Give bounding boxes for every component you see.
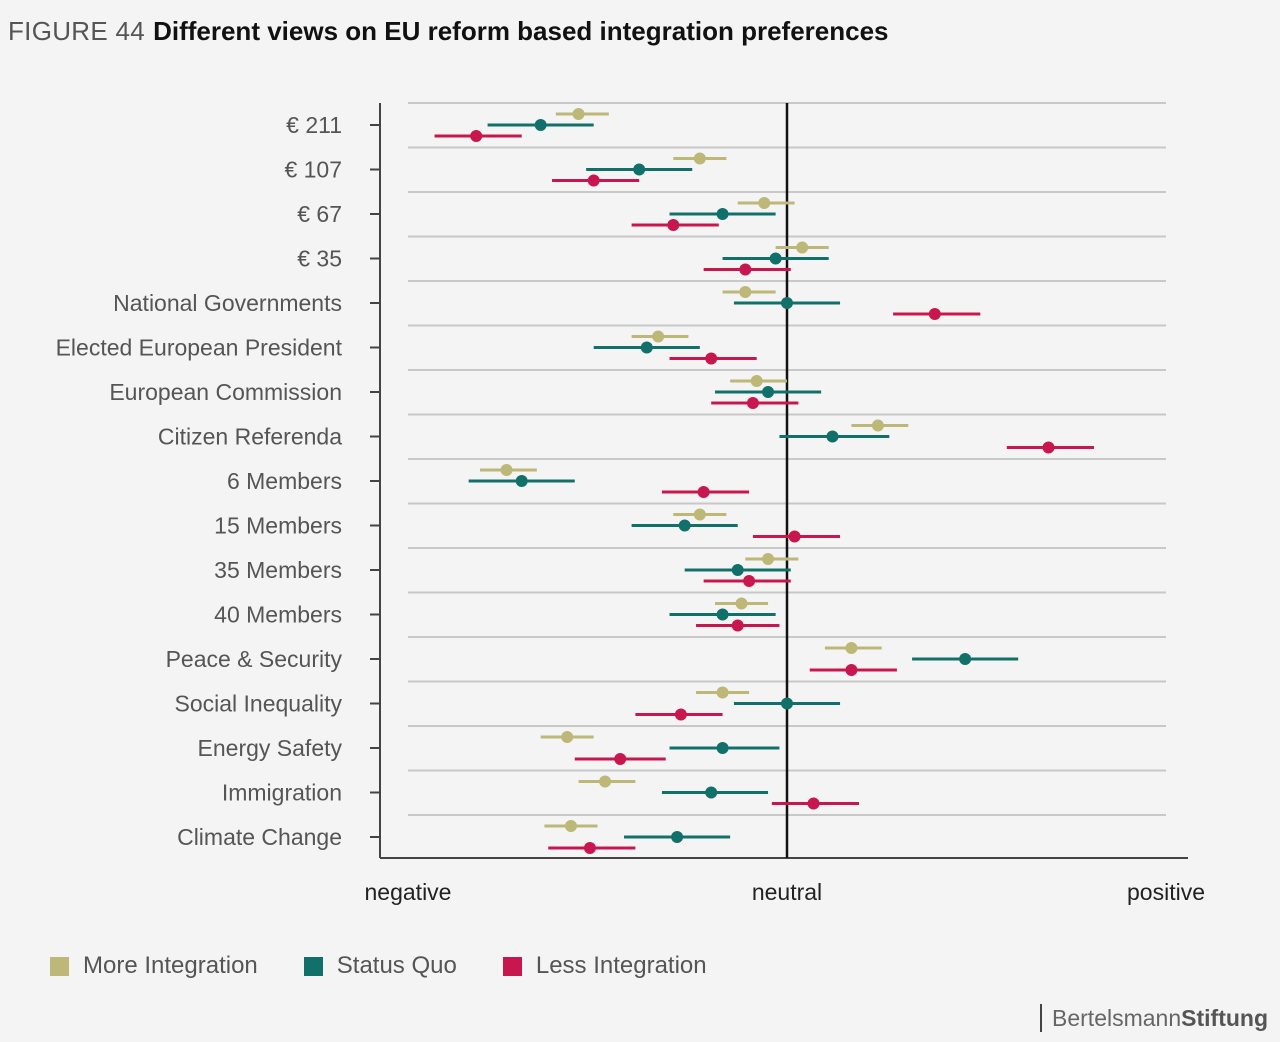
point-status-quo-eur-35 [769, 252, 782, 265]
point-status-quo-6-members [515, 475, 528, 487]
category-label-6-members: 6 Members [227, 468, 342, 494]
category-label-peace-and-security: Peace & Security [166, 646, 343, 672]
point-less-integration-peace-and-security [845, 664, 858, 676]
category-label-eur-107: € 107 [284, 157, 342, 183]
point-status-quo-european-commission [762, 386, 775, 398]
point-less-integration-eur-67 [667, 219, 680, 231]
point-less-integration-citizen-referenda [1042, 441, 1055, 454]
point-less-integration-eur-107 [587, 174, 600, 187]
point-less-integration-national-governments [928, 308, 941, 320]
point-less-integration-6-members [697, 486, 710, 498]
x-tick-label-positive: positive [1127, 879, 1205, 905]
point-more-integration-eur-35 [796, 241, 809, 254]
figure-label: FIGURE 44 [8, 16, 146, 46]
point-status-quo-eur-107 [633, 163, 646, 176]
point-status-quo-35-members [731, 564, 744, 576]
x-tick-labels: negative neutral positive [365, 879, 1205, 905]
point-status-quo-climate-change [671, 831, 684, 843]
axes [370, 103, 1188, 859]
point-less-integration-40-members [731, 619, 744, 632]
point-status-quo-40-members [716, 608, 729, 621]
point-more-integration-immigration [599, 775, 612, 788]
category-label-climate-change: Climate Change [177, 824, 342, 850]
point-status-quo-peace-and-security [959, 653, 972, 665]
point-status-quo-eur-211 [534, 119, 547, 131]
legend-item-less-integration: Less Integration [502, 952, 707, 980]
point-more-integration-15-members [693, 508, 706, 521]
category-label-eur-67: € 67 [297, 201, 342, 227]
point-status-quo-eur-67 [716, 208, 729, 220]
point-status-quo-citizen-referenda [826, 430, 839, 443]
point-less-integration-35-members [743, 575, 756, 587]
category-label-40-members: 40 Members [214, 602, 342, 628]
point-more-integration-national-governments [739, 286, 752, 298]
category-label-eur-35: € 35 [297, 246, 342, 272]
point-less-integration-elected-european-president [705, 352, 718, 365]
category-label-elected-european-president: Elected European President [56, 335, 343, 361]
legend-label-less-integration: Less Integration [535, 952, 707, 979]
point-status-quo-elected-european-president [640, 341, 653, 354]
point-less-integration-eur-211 [470, 130, 483, 142]
point-less-integration-social-inequality [674, 708, 687, 721]
point-more-integration-peace-and-security [845, 642, 858, 654]
point-less-integration-european-commission [746, 397, 759, 409]
category-labels: € 211 € 107 € 67 € 35 National Governments El… [56, 112, 343, 850]
point-less-integration-15-members [788, 530, 801, 543]
point-status-quo-energy-safety [716, 742, 729, 754]
x-tick-label-neutral: neutral [752, 879, 822, 905]
point-more-integration-energy-safety [561, 731, 574, 743]
category-label-immigration: Immigration [222, 780, 342, 806]
point-status-quo-social-inequality [781, 697, 793, 710]
figure-title-row: FIGURE 44 Different views on EU reform ba… [8, 14, 889, 48]
legend-label-status-quo: Status Quo [336, 952, 457, 979]
point-more-integration-european-commission [750, 375, 763, 387]
point-less-integration-energy-safety [614, 753, 627, 765]
legend-swatch-less-integration [502, 956, 522, 976]
data-marks [434, 108, 1094, 854]
point-more-integration-eur-211 [572, 108, 585, 120]
point-less-integration-immigration [807, 797, 820, 810]
legend-swatch-more-integration [50, 956, 69, 976]
legend-label-more-integration: More Integration [83, 952, 258, 979]
dot-whisker-chart: € 211 € 107 € 67 € 35 National Governments El… [56, 102, 1205, 905]
point-more-integration-citizen-referenda [871, 419, 884, 432]
point-more-integration-elected-european-president [652, 330, 665, 343]
brand-logo: BertelsmannStiftung [1040, 1004, 1268, 1032]
category-label-national-governments: National Governments [113, 290, 342, 316]
legend-swatch-status-quo [303, 956, 323, 976]
brand-name-part1: Bertelsmann [1052, 1005, 1182, 1031]
point-less-integration-climate-change [583, 842, 596, 854]
category-label-15-members: 15 Members [214, 513, 342, 539]
category-label-eur-211: € 211 [286, 112, 342, 138]
category-label-energy-safety: Energy Safety [198, 735, 343, 761]
point-more-integration-social-inequality [716, 686, 729, 699]
point-more-integration-eur-67 [758, 197, 771, 209]
legend-item-status-quo: Status Quo [303, 952, 457, 980]
point-more-integration-35-members [762, 553, 775, 565]
legend: More Integration Status Quo Less Integra… [50, 952, 753, 980]
point-more-integration-eur-107 [693, 152, 706, 165]
point-status-quo-national-governments [781, 297, 793, 309]
point-status-quo-15-members [678, 519, 691, 532]
legend-item-more-integration: More Integration [50, 952, 258, 980]
point-more-integration-6-members [500, 464, 513, 476]
category-label-european-commission: European Commission [109, 379, 342, 405]
category-label-social-inequality: Social Inequality [175, 691, 343, 717]
figure-title: Different views on EU reform based integ… [153, 16, 889, 46]
point-status-quo-immigration [705, 786, 718, 799]
category-label-citizen-referenda: Citizen Referenda [158, 424, 342, 450]
brand-name-part2: Stiftung [1181, 1005, 1268, 1031]
x-tick-label-negative: negative [365, 879, 452, 905]
point-less-integration-eur-35 [739, 263, 752, 276]
point-more-integration-40-members [735, 597, 748, 610]
point-more-integration-climate-change [564, 820, 577, 832]
category-label-35-members: 35 Members [214, 557, 342, 583]
